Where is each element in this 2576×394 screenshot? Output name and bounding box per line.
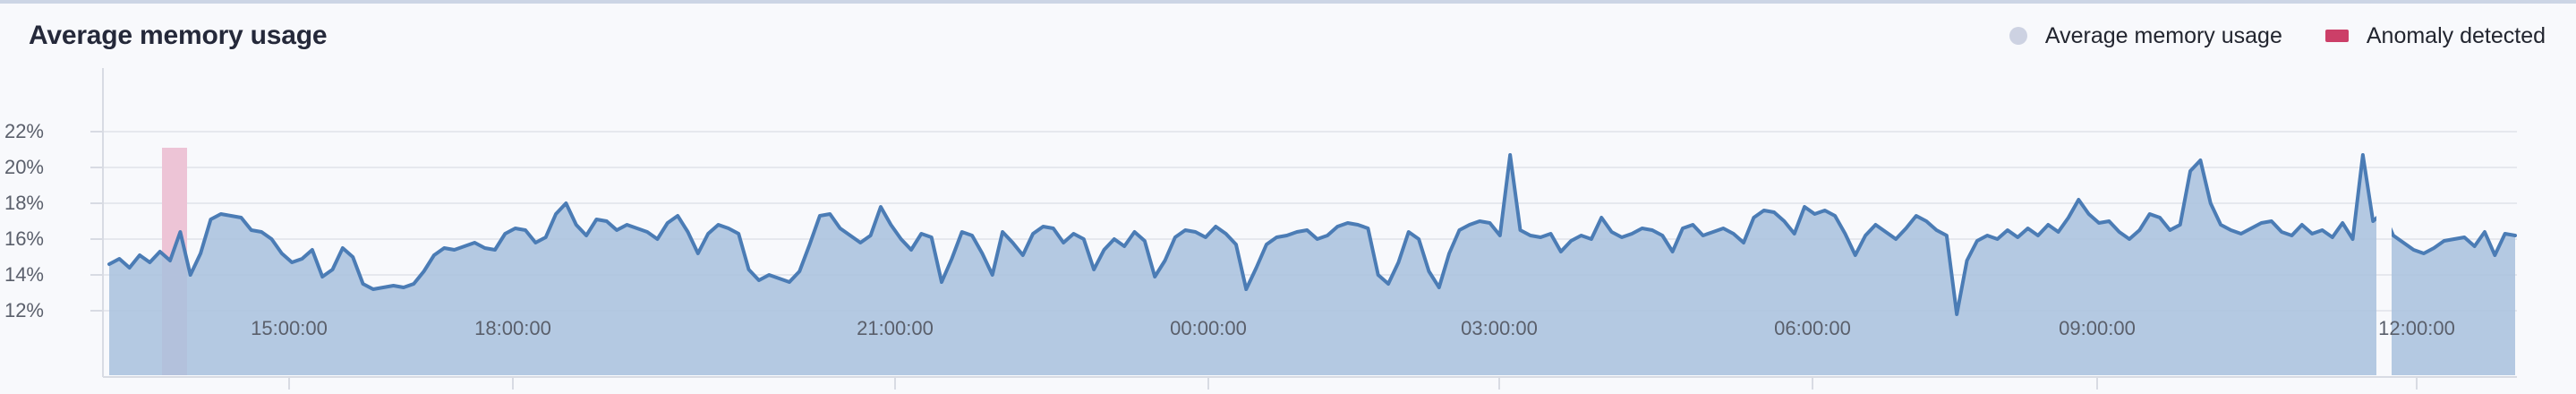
page-title: Average memory usage bbox=[29, 21, 328, 50]
y-tick-label: 12% bbox=[4, 299, 44, 321]
y-tick-label: 20% bbox=[4, 156, 44, 178]
chart-legend: Average memory usage Anomaly detected bbox=[2009, 23, 2546, 49]
series-dot-icon bbox=[2009, 27, 2027, 45]
legend-item-anomaly-detected[interactable]: Anomaly detected bbox=[2324, 22, 2546, 49]
y-tick-label: 18% bbox=[4, 192, 44, 214]
y-tick-label: 16% bbox=[4, 227, 44, 250]
y-tick-label: 22% bbox=[4, 120, 44, 142]
x-tick-label: 06:00:00 bbox=[1774, 317, 1851, 339]
x-tick-label: 03:00:00 bbox=[1461, 317, 1538, 339]
x-tick-label: 12:00:00 bbox=[2378, 317, 2455, 339]
chart-header: Average memory usage Average memory usag… bbox=[0, 4, 2576, 68]
x-axis: 15:00:00 18:00:00 21:00:00 00:00:00 03:00:00… bbox=[0, 68, 2576, 394]
series-line bbox=[107, 153, 2517, 316]
x-tick-label: 00:00:00 bbox=[1170, 317, 1247, 339]
series-area-fill bbox=[109, 155, 2515, 375]
y-tick-label: 14% bbox=[4, 263, 44, 286]
data-gap bbox=[2376, 68, 2392, 375]
chart-plot-area[interactable]: 22% 20% 18% 16% 14% 12% 15:00:00 18:00:00 21:00… bbox=[0, 68, 2576, 394]
legend-label-average-memory-usage: Average memory usage bbox=[2044, 22, 2282, 48]
x-tick-label: 09:00:00 bbox=[2059, 317, 2136, 339]
x-tick-label: 15:00:00 bbox=[251, 317, 328, 339]
x-tick-label: 18:00:00 bbox=[474, 317, 551, 339]
y-axis: 22% 20% 18% 16% 14% 12% bbox=[0, 68, 103, 394]
legend-label-anomaly-detected: Anomaly detected bbox=[2366, 22, 2546, 48]
x-tick-label: 21:00:00 bbox=[857, 317, 934, 339]
legend-item-average-memory-usage[interactable]: Average memory usage bbox=[2009, 23, 2282, 49]
memory-usage-area-chart[interactable] bbox=[0, 68, 2576, 394]
anomaly-bar-icon bbox=[2324, 30, 2349, 42]
